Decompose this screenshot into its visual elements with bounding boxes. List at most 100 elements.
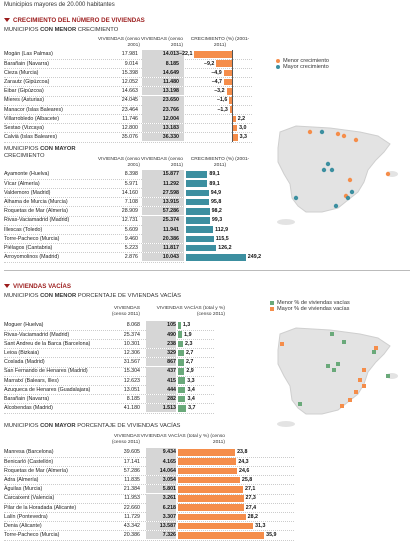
data-label: 98,2 [211,208,222,215]
value-cell-bold: 12.004 [162,115,179,122]
data-label: –4,7 [211,79,222,85]
bar [232,115,236,123]
value-cell: 28.909 [121,208,138,215]
value-cell: 10.301 [123,340,140,347]
municipality-label: Alcobendas (Madrid) [4,405,53,412]
green-square-icon [270,300,274,305]
data-label: –22,1 [179,51,193,58]
data-label: 1,9 [184,331,192,338]
data-label: 31,3 [255,523,266,529]
municipality-label: Carcaixent (Valencia) [4,495,55,502]
map-marker [330,332,334,336]
teal-dot-icon [276,64,280,69]
municipality-label: Barañain (Navarra) [4,60,50,67]
row-divider [4,224,184,226]
table2-title: MUNICIPIOS CON MAYOR CRECIMIENTO [4,146,124,160]
bar [229,97,232,104]
data-label: 2,7 [185,350,194,356]
municipality-label: Mieres (Asturias) [4,97,45,104]
bar [178,322,181,329]
value-cell: 20.386 [123,532,140,539]
t4-title-b: CON MAYOR [40,423,76,429]
value-cell-bold: 7.326 [162,532,176,539]
canary-islands [277,421,295,427]
data-label: 28,2 [247,513,258,520]
row-divider [4,113,252,115]
value-cell-bold: 11.292 [163,180,179,187]
municipality-label: Águilas (Murcia) [4,486,43,493]
shade-cell [146,394,176,404]
map-marker [345,195,351,201]
section-vacant-title: VIVIENDAS VACÍAS [4,283,71,290]
shade-cell [146,457,176,466]
municipality-label: Villarrobledo (Albacete) [4,115,59,122]
map-marker [372,350,376,354]
data-label: 2,9 [186,368,194,375]
shade-cell [146,530,176,540]
map-marker [347,177,353,183]
shade-cell [146,339,176,348]
t3-col1-header: VIVIENDAS (censo 2011) [111,306,140,317]
shade-cell [146,448,176,457]
row-divider [4,123,252,125]
data-label: 249,2 [247,254,262,261]
municipality-label: Adra (Almería) [4,477,39,483]
value-cell: 24.045 [121,97,138,104]
bar [178,359,184,366]
bar [178,340,184,348]
row-divider [4,187,184,189]
municipality-label: Arroyomolinos (Madrid) [4,254,60,261]
row-divider [4,233,184,235]
municipality-label: Calvià (Islas Baleares) [4,134,57,141]
map-marker [342,340,346,344]
row-divider [4,95,252,97]
value-cell: 8.398 [124,171,138,178]
value-cell-bold: 25.374 [162,217,179,224]
municipality-label: Moguer (Huelva) [4,322,44,329]
bar [224,78,232,86]
t1-title-a: MUNICIPIOS [4,27,41,33]
data-label: –1,6 [216,97,228,104]
value-cell: 12.306 [123,350,140,356]
bar [178,486,244,493]
value-cell-bold: 3.054 [162,477,176,483]
bar [178,349,184,357]
map-marker [293,195,299,201]
bar [186,198,209,206]
row-divider [4,104,252,106]
row-divider [4,86,252,88]
value-cell-bold: 11.941 [163,226,179,233]
table2-chart: Ayamonte (Huelva) 8.398 15.877 89,1 Vícar (A… [0,170,300,263]
value-cell: 35.076 [121,134,138,141]
row-divider [4,338,214,340]
value-cell-bold: 437 [167,368,176,375]
value-cell-bold: 1.513 [162,405,176,412]
municipality-label: Leioa (Bizkaia) [4,350,40,356]
municipality-label: Roquetas de Mar (Almería) [4,467,68,474]
row-divider [4,132,252,134]
municipality-label: Coslada (Madrid) [4,359,45,366]
data-label: –9,2 [204,60,215,67]
bar [194,51,232,58]
municipality-label: Mogán (Las Palmas) [4,51,53,58]
value-cell-bold: 444 [167,386,176,393]
shade-cell [146,521,176,531]
bar [232,134,238,141]
data-label: 24,3 [238,458,249,465]
value-cell-bold: 4.165 [162,458,176,465]
row-divider [4,178,184,180]
shade-cell [142,234,184,243]
value-cell: 8.185 [126,396,140,402]
map-marker [362,384,366,388]
bar [186,217,210,224]
map-marker [329,167,335,173]
shade-cell [142,225,184,234]
value-cell-bold: 867 [167,359,176,366]
municipality-label: Roquetas de Mar (Almería) [4,208,68,215]
bar [178,522,254,530]
bar [178,386,186,394]
map-marker [336,362,340,366]
value-cell: 12.800 [121,125,138,131]
municipality-label: Illescas (Toledo) [4,226,43,233]
bar [186,244,217,252]
